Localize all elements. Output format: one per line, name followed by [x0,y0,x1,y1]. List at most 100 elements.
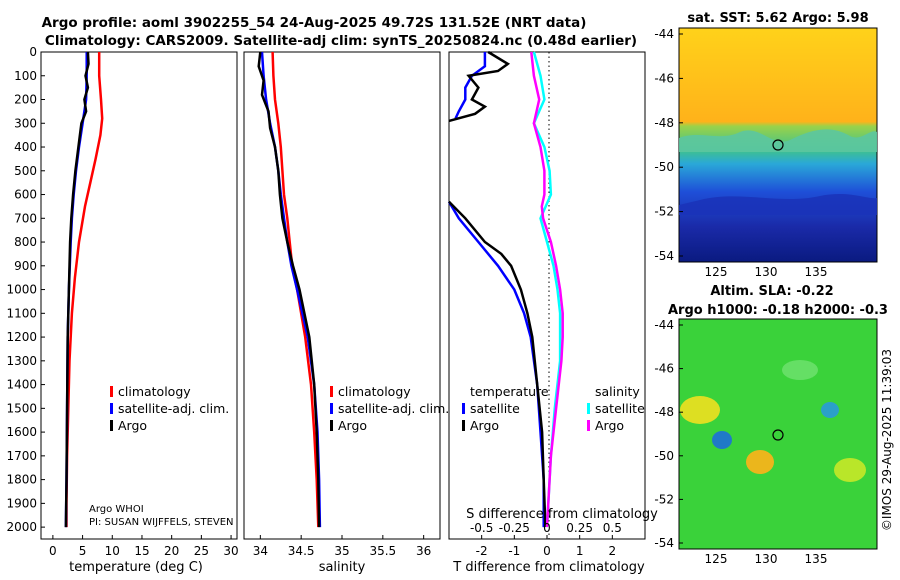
temp-legend-argo: Argo [118,418,147,433]
annotation-pi: PI: SUSAN WIJFFELS, STEVEN [89,517,234,528]
y-tick-label: 1400 [6,378,37,392]
footer-timestamp: ©IMOS 29-Aug-2025 11:39:03 [880,349,894,531]
map-y-tick-label: -44 [654,27,674,41]
temp-legend-climatology-swatch [110,386,113,397]
title-line-2: Climatology: CARS2009. Satellite-adj cli… [45,33,637,49]
series-line-argo [257,51,321,528]
map-y-tick-label: -50 [654,160,674,174]
sal-legend-satellite: satellite-adj. clim. [338,401,449,416]
difference-axes [448,51,646,540]
salinity-lines [257,51,322,528]
map-y-tick-label: -46 [654,71,674,85]
x-tick-label: 0 [49,544,57,558]
diff-legend-t-argo-swatch [462,420,465,431]
diff-legend-s-argo: Argo [595,418,624,433]
series-line-t-argo-deep [448,200,547,528]
diff-legend-s-argo-swatch [587,420,590,431]
y-tick-label: 1500 [6,401,37,415]
y-tick-label: 200 [14,93,37,107]
difference-legend-temperature: temperature satellite Argo [462,384,549,433]
difference-panel: -2 -1 0 1 2 T difference from climatology S … [447,50,658,575]
y-tick-label: 600 [14,188,37,202]
map-y-tick-label: -54 [654,536,674,550]
x-tick-label: -2 [476,544,488,558]
temp-legend-satellite-swatch [110,403,113,414]
sla-map-title-2: Argo h1000: -0.18 h2000: -0.3 [668,303,888,318]
x-tick-label: 30 [223,544,238,558]
sla-map-title-1: Altim. SLA: -0.22 [710,284,833,299]
y-tick-label: 700 [14,211,37,225]
s-difference-tick-labels: -0.5 -0.25 0 0.25 0.5 [470,521,622,535]
sla-map-y-ticks: -44 -46 -48 -50 -52 -54 [654,318,683,550]
sla-map-x-ticks: 125 130 135 [705,552,828,566]
map-y-tick-label: -50 [654,449,674,463]
sla-blob-3 [712,431,732,449]
annotation-argo-whoi: Argo WHOI [89,504,144,515]
x-tick-label: 35.5 [369,544,396,558]
temperature-x-ticks: 0 5 10 15 20 25 30 [49,535,239,558]
y-tick-label: 900 [14,259,37,273]
s-tick-label: -0.25 [499,521,530,535]
sst-map-x-ticks: 125 130 135 [705,265,828,279]
map-x-tick-label: 130 [755,265,778,279]
x-tick-label: 34.5 [288,544,315,558]
temperature-legend: climatology satellite-adj. clim. Argo [110,384,229,433]
temp-legend-argo-swatch [110,420,113,431]
sst-front-blob [679,129,877,152]
s-tick-label: 0.5 [603,521,622,535]
diff-legend-sal-title: salinity [595,384,640,399]
y-tick-label: 1700 [6,449,37,463]
map-y-tick-label: -48 [654,116,674,130]
x-tick-label: 34 [253,544,268,558]
map-y-tick-label: -44 [654,318,674,332]
salinity-axes [243,51,441,540]
sal-legend-climatology-swatch [330,386,333,397]
x-tick-label: 0 [543,544,551,558]
diff-legend-temp-title: temperature [470,384,549,399]
title-line-1: Argo profile: aoml 3902255_54 24-Aug-202… [42,15,587,31]
x-tick-label: 2 [609,544,617,558]
series-line-argo [64,51,90,528]
x-tick-label: 35 [334,544,349,558]
difference-lines [447,50,564,528]
sst-map-title: sat. SST: 5.62 Argo: 5.98 [687,11,868,26]
salinity-panel: 34 34.5 35 35.5 36 salinity climatology sate… [243,51,449,575]
difference-legend-salinity: salinity satellite Argo [587,384,645,433]
map-x-tick-label: 135 [805,552,828,566]
s-difference-label: S difference from climatology [466,507,658,522]
sal-legend-argo-swatch [330,420,333,431]
difference-x-label: T difference from climatology [452,560,645,575]
sla-blob-4 [821,402,839,418]
salinity-legend: climatology satellite-adj. clim. Argo [330,384,449,433]
difference-x-ticks: -2 -1 0 1 2 [476,535,616,558]
diff-legend-t-satellite-swatch [462,403,465,414]
y-tick-label: 1600 [6,425,37,439]
x-tick-label: 20 [164,544,179,558]
x-tick-label: 15 [134,544,149,558]
diff-legend-s-satellite-swatch [587,403,590,414]
temperature-panel: 0100200300400500600700800900100011001200… [6,45,238,575]
map-y-tick-label: -48 [654,405,674,419]
temperature-lines [64,51,104,528]
y-tick-label: 800 [14,235,37,249]
map-y-tick-label: -46 [654,362,674,376]
sst-map-y-ticks: -44 -46 -48 -50 -52 -54 [654,27,683,263]
s-tick-label: 0.25 [566,521,593,535]
sla-blob-1 [680,396,720,424]
x-tick-label: 1 [576,544,584,558]
y-tick-label: 1900 [6,496,37,510]
temperature-y-ticks: 0 100 200 300 400 500 600 700 800 900 1000 1100 1200… [6,45,45,534]
sal-legend-argo: Argo [338,418,367,433]
series-line-climatology [271,51,320,528]
y-tick-label: 1200 [6,330,37,344]
diff-legend-t-satellite: satellite [470,401,520,416]
y-tick-label: 0 [29,45,37,59]
x-tick-label: 10 [105,544,120,558]
s-tick-label: -0.5 [470,521,493,535]
temperature-x-label: temperature (deg C) [69,560,203,575]
map-y-tick-label: -54 [654,249,674,263]
sst-argo-marker [772,139,784,151]
y-tick-label: 400 [14,140,37,154]
x-tick-label: 25 [194,544,209,558]
